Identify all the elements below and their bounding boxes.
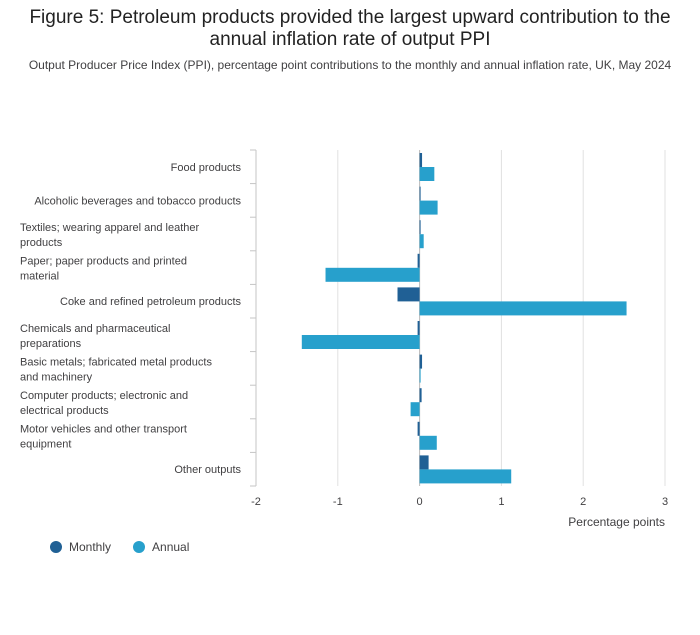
legend-swatch-monthly [50,541,62,553]
category-label: Motor vehicles and other transport [20,424,187,436]
chart-subtitle: Output Producer Price Index (PPI), perce… [28,58,672,72]
category-label: products [20,237,63,249]
x-tick-label: 2 [580,496,586,508]
legend-swatch-annual [133,541,146,553]
bar-monthly-0[interactable] [419,153,423,167]
category-ticks [250,149,256,487]
category-label: Food products [171,162,242,174]
legend-item-monthly[interactable]: Monthly [50,540,111,554]
x-tick-label: -2 [251,496,261,508]
x-tick-label: -1 [333,496,343,508]
bar-annual-9[interactable] [419,469,512,484]
category-label: Other outputs [174,464,241,476]
bar-annual-6[interactable] [419,368,421,383]
bar-annual-4[interactable] [419,301,627,316]
bar-annual-0[interactable] [419,167,435,181]
bar-annual-3[interactable] [325,267,420,282]
bar-annual-7[interactable] [410,402,420,417]
bar-monthly-4[interactable] [397,287,420,302]
legend-label-annual: Annual [152,540,190,554]
bar-annual-2[interactable] [419,234,424,249]
category-label: preparations [20,338,82,350]
category-label: Paper; paper products and printed [20,256,187,268]
bar-monthly-3[interactable] [417,253,420,268]
category-labels: Food products Alcoholic beverages and tob… [20,162,241,476]
bar-monthly-5[interactable] [417,321,420,335]
chart-title: Figure 5: Petroleum products provided th… [29,7,671,50]
bar-monthly-8[interactable] [417,421,420,436]
category-label: Textiles; wearing apparel and leather [20,222,200,234]
bar-monthly-6[interactable] [419,354,423,369]
x-axis-title: Percentage points [568,515,665,529]
category-label: Basic metals; fabricated metal products [20,356,212,368]
x-tick-label: 3 [662,496,668,508]
bar-annual-1[interactable] [419,200,438,215]
x-tick-labels: -2 -1 0 1 2 3 [251,496,668,508]
bars [301,153,627,484]
bar-monthly-9[interactable] [419,455,429,470]
legend-item-annual[interactable]: Annual [133,540,189,554]
category-label: Coke and refined petroleum products [60,296,241,308]
bar-annual-8[interactable] [419,435,437,450]
bar-annual-5[interactable] [301,335,420,349]
category-label: Chemicals and pharmaceutical [20,323,170,335]
category-label: Alcoholic beverages and tobacco products [34,195,241,207]
legend: Monthly Annual [50,540,189,554]
category-label: and machinery [20,371,93,383]
category-label: Computer products; electronic and [20,390,188,402]
gridlines [255,150,666,486]
legend-label-monthly: Monthly [69,540,112,554]
category-label: electrical products [20,405,109,417]
x-tick-label: 0 [417,496,423,508]
x-tick-label: 1 [498,496,504,508]
category-label: material [20,271,59,283]
bar-monthly-2[interactable] [419,220,421,235]
bar-monthly-7[interactable] [419,388,422,403]
bar-monthly-1[interactable] [419,186,421,201]
category-label: equipment [20,439,71,451]
